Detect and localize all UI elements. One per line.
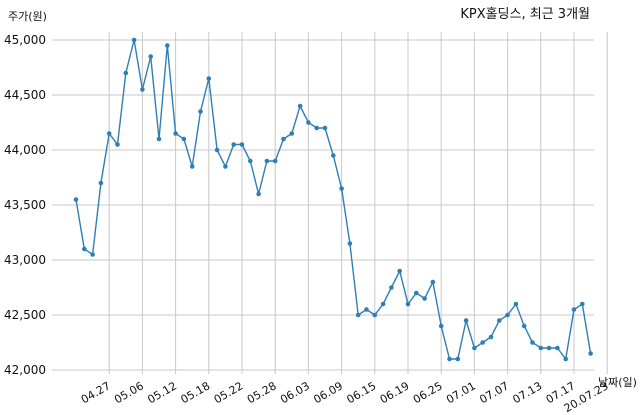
data-point — [571, 307, 577, 312]
data-point — [513, 301, 519, 307]
x-tick-label: 05.28 — [245, 379, 279, 406]
grid-lines — [52, 32, 608, 374]
x-tick-label: 06.09 — [311, 379, 345, 406]
price-series-line — [75, 39, 592, 361]
data-point — [563, 356, 568, 362]
data-point — [82, 246, 87, 252]
x-tick-label: 07.07 — [477, 379, 511, 406]
data-point — [497, 318, 502, 323]
data-point — [430, 279, 436, 285]
data-point — [115, 142, 120, 147]
y-tick-label: 42,500 — [4, 308, 46, 322]
data-point — [505, 312, 510, 318]
data-point — [389, 285, 394, 290]
data-point — [123, 70, 129, 76]
data-point — [521, 323, 527, 329]
data-point — [588, 351, 593, 356]
data-point — [248, 158, 253, 164]
data-point — [438, 323, 444, 329]
data-point — [347, 241, 353, 246]
x-tick-label: 05.22 — [212, 379, 246, 406]
data-point — [480, 340, 486, 345]
data-point — [405, 301, 411, 307]
data-point — [281, 136, 286, 142]
x-tick-label: 05.12 — [145, 379, 179, 406]
data-point — [331, 153, 336, 158]
y-tick-label: 43,500 — [4, 198, 46, 212]
data-point — [380, 301, 386, 307]
data-point — [455, 356, 461, 362]
y-tick-label: 43,000 — [4, 253, 46, 267]
data-point — [414, 290, 419, 296]
data-point — [140, 87, 145, 92]
data-point — [239, 142, 245, 147]
x-axis-ticks: 04.27 05.06 05.12 05.18 05.22 05.28 06.03 06.09… — [79, 379, 611, 415]
data-point — [173, 131, 178, 136]
y-axis-ticks: 42,000 42,500 43,000 43,500 44,000 44,500 45,0… — [4, 33, 46, 377]
x-tick-label: 06.03 — [278, 379, 312, 406]
price-points — [73, 37, 593, 362]
data-point — [397, 268, 403, 274]
x-tick-label: 04.27 — [79, 379, 113, 406]
x-axis-label: 날짜(일) — [598, 375, 637, 389]
x-tick-label: 05.18 — [179, 379, 213, 406]
y-tick-label: 44,000 — [4, 143, 46, 157]
data-point — [463, 318, 469, 323]
data-point — [530, 340, 535, 345]
data-point — [322, 125, 328, 131]
data-point — [297, 103, 303, 109]
data-point — [580, 301, 585, 307]
data-point — [538, 345, 544, 351]
data-point — [223, 164, 228, 169]
data-point — [272, 158, 278, 164]
x-tick-label: 06.15 — [345, 379, 379, 406]
data-point — [306, 120, 311, 125]
data-point — [206, 76, 212, 81]
chart-title: KPX홀딩스, 최근 3개월 — [460, 7, 590, 22]
data-point — [372, 312, 378, 318]
data-point — [214, 147, 220, 153]
data-point — [165, 43, 170, 48]
data-point — [90, 252, 95, 257]
y-tick-label: 44,500 — [4, 88, 46, 102]
data-point — [364, 307, 369, 312]
data-point — [98, 180, 104, 186]
data-point — [355, 312, 361, 318]
x-tick-label: 05.06 — [112, 379, 146, 406]
data-point — [156, 136, 162, 142]
y-tick-label: 42,000 — [4, 363, 46, 377]
data-point — [231, 142, 236, 147]
data-point — [73, 197, 79, 202]
data-point — [256, 191, 261, 197]
y-axis-label: 주가(원) — [8, 10, 47, 23]
data-point — [106, 131, 112, 136]
data-point — [339, 186, 344, 191]
data-point — [264, 158, 270, 164]
data-point — [314, 125, 320, 131]
data-point — [131, 37, 137, 43]
data-point — [447, 356, 452, 362]
y-tick-label: 45,000 — [4, 33, 46, 47]
data-point — [546, 345, 552, 351]
data-point — [148, 54, 153, 59]
data-point — [555, 345, 560, 351]
data-point — [422, 296, 427, 301]
data-point — [198, 109, 203, 114]
x-tick-label: 06.25 — [411, 379, 445, 406]
data-point — [488, 334, 494, 340]
data-point — [181, 136, 187, 142]
x-tick-label: 07.01 — [444, 379, 478, 406]
x-tick-label: 06.19 — [378, 379, 412, 406]
x-tick-label: 07.13 — [511, 379, 545, 406]
data-point — [289, 131, 295, 136]
data-point — [189, 164, 195, 169]
data-point — [472, 345, 477, 351]
